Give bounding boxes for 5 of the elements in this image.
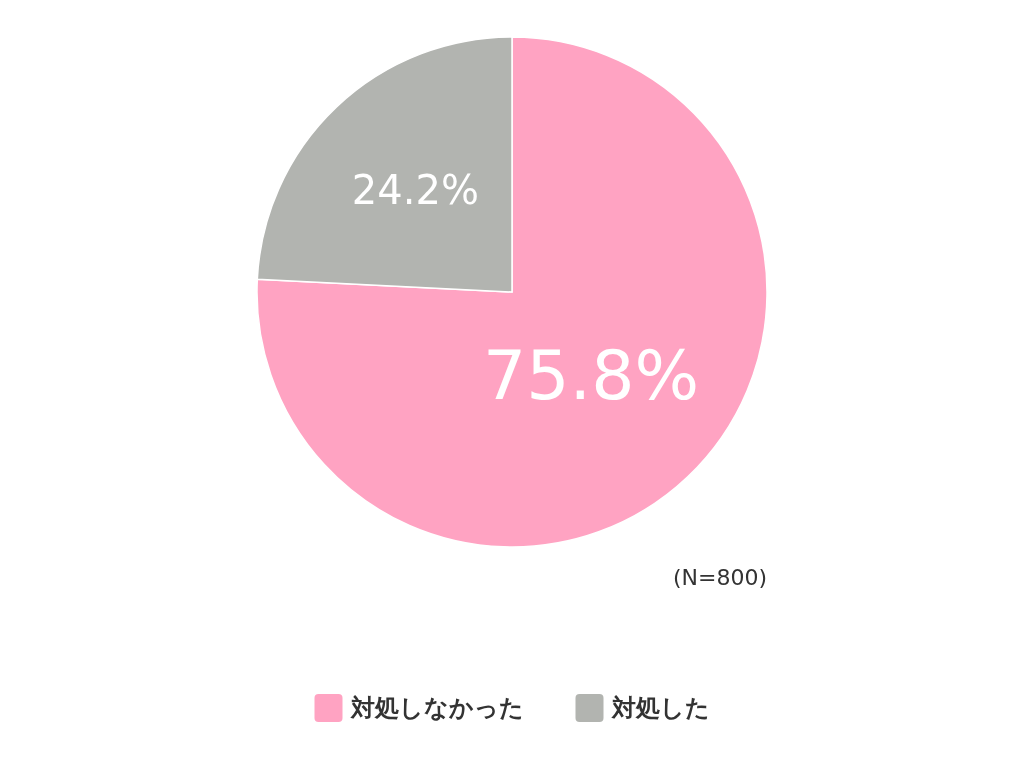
legend-label: 対処した	[610, 694, 710, 722]
legend-label: 対処しなかった	[349, 694, 524, 722]
data-label: 75.8%	[483, 335, 700, 415]
text: (N=800)	[672, 564, 767, 590]
data-label: 24.2%	[351, 167, 479, 214]
